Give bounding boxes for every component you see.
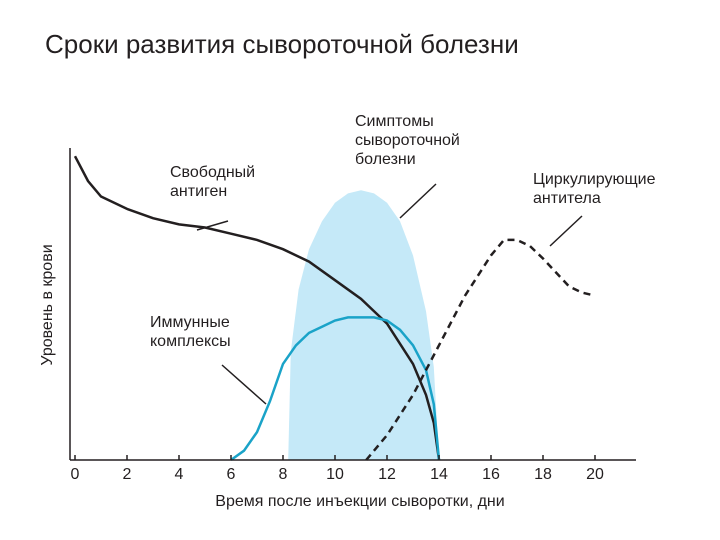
x-tick-label: 14	[430, 466, 448, 483]
leader-line	[196, 220, 229, 231]
leader-line	[221, 364, 267, 405]
y-axis-label: Уровень в крови	[39, 244, 56, 365]
series-label: Иммунные комплексы	[150, 314, 231, 350]
x-tick-label: 20	[586, 466, 604, 483]
plot	[73, 155, 596, 462]
x-tick-label: 10	[326, 466, 344, 483]
x-tick-label: 12	[378, 466, 396, 483]
chart-title: Сроки развития сывороточной болезни	[45, 29, 519, 59]
series-line	[73, 155, 441, 461]
x-tick-label: 0	[71, 466, 80, 483]
series-label: Циркулирующие антитела	[533, 171, 656, 207]
x-tick-label: 6	[227, 466, 236, 483]
x-tick-label: 8	[279, 466, 288, 483]
area	[288, 190, 439, 461]
x-tick-label: 4	[175, 466, 184, 483]
x-axis-label: Время после инъекции сыворотки, дни	[215, 493, 504, 510]
x-tick-label: 16	[482, 466, 500, 483]
leaders	[196, 183, 583, 405]
leader-line	[399, 183, 437, 219]
series-label: Свободный антиген	[170, 164, 256, 200]
leader-line	[549, 215, 583, 247]
x-tick-label: 18	[534, 466, 552, 483]
series-line	[230, 316, 441, 462]
x-tick-label: 2	[123, 466, 132, 483]
series-label: Симптомы сывороточной болезни	[355, 113, 460, 168]
